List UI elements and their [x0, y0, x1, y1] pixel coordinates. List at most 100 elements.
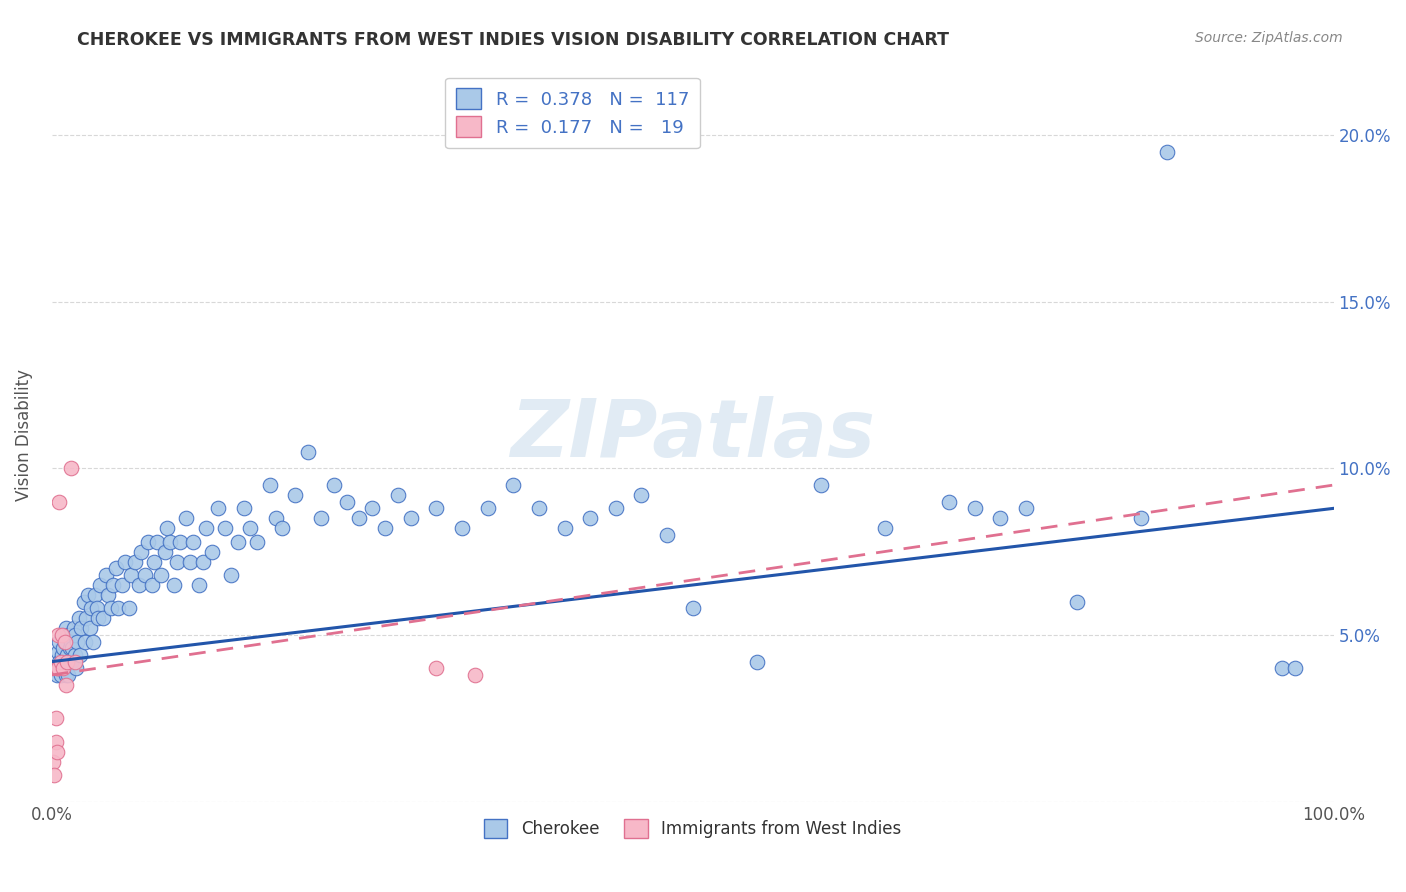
Point [271, 521, 294, 535]
Point [45, 668, 67, 682]
Point [84, 588, 107, 602]
Point [63, 628, 86, 642]
Point [143, 555, 166, 569]
Point [42, 755, 65, 769]
Point [59, 655, 82, 669]
Point [181, 534, 204, 549]
Point [264, 511, 287, 525]
Point [67, 611, 90, 625]
Text: Source: ZipAtlas.com: Source: ZipAtlas.com [1195, 31, 1343, 45]
Point [579, 511, 602, 525]
Point [45, 734, 67, 748]
Point [128, 578, 150, 592]
Point [146, 534, 169, 549]
Point [387, 488, 409, 502]
Point [136, 534, 159, 549]
Point [87, 611, 110, 625]
Point [605, 501, 627, 516]
Point [46, 645, 69, 659]
Point [502, 478, 524, 492]
Point [425, 661, 447, 675]
Point [94, 568, 117, 582]
Point [166, 555, 188, 569]
Point [59, 641, 82, 656]
Point [188, 578, 211, 592]
Point [309, 511, 332, 525]
Point [159, 534, 181, 549]
Point [149, 568, 172, 582]
Point [75, 634, 97, 648]
Point [100, 601, 122, 615]
Point [70, 621, 93, 635]
Point [55, 678, 77, 692]
Point [45, 661, 67, 675]
Point [179, 555, 201, 569]
Point [89, 578, 111, 592]
Point [191, 555, 214, 569]
Point [63, 655, 86, 669]
Point [963, 501, 986, 516]
Point [682, 601, 704, 615]
Point [207, 501, 229, 516]
Point [58, 628, 80, 642]
Point [451, 521, 474, 535]
Point [162, 578, 184, 592]
Point [46, 661, 69, 675]
Point [44, 768, 66, 782]
Point [527, 501, 550, 516]
Point [52, 641, 75, 656]
Point [49, 668, 72, 682]
Point [79, 621, 101, 635]
Point [374, 521, 396, 535]
Point [477, 501, 499, 516]
Point [59, 634, 82, 648]
Point [46, 628, 69, 642]
Point [69, 648, 91, 662]
Point [82, 634, 104, 648]
Point [48, 655, 70, 669]
Point [284, 488, 307, 502]
Point [53, 634, 76, 648]
Point [66, 634, 89, 648]
Point [63, 648, 86, 662]
Point [246, 534, 269, 549]
Point [1066, 594, 1088, 608]
Point [349, 511, 371, 525]
Point [239, 521, 262, 535]
Point [103, 578, 125, 592]
Point [73, 594, 96, 608]
Point [53, 634, 76, 648]
Point [62, 621, 84, 635]
Point [226, 534, 249, 549]
Point [75, 611, 97, 625]
Point [97, 588, 120, 602]
Point [48, 494, 70, 508]
Point [361, 501, 384, 516]
Point [745, 655, 768, 669]
Point [51, 628, 73, 642]
Point [111, 578, 134, 592]
Point [1130, 511, 1153, 525]
Point [988, 511, 1011, 525]
Point [201, 544, 224, 558]
Point [120, 568, 142, 582]
Point [52, 661, 75, 675]
Text: ZIPatlas: ZIPatlas [510, 396, 875, 474]
Legend: Cherokee, Immigrants from West Indies: Cherokee, Immigrants from West Indies [478, 812, 908, 845]
Point [176, 511, 198, 525]
Point [45, 661, 67, 675]
Point [56, 655, 79, 669]
Point [131, 544, 153, 558]
Point [297, 444, 319, 458]
Point [51, 648, 73, 662]
Point [141, 578, 163, 592]
Point [810, 478, 832, 492]
Point [425, 501, 447, 516]
Point [107, 601, 129, 615]
Point [1015, 501, 1038, 516]
Point [153, 544, 176, 558]
Point [553, 521, 575, 535]
Point [52, 661, 75, 675]
Point [118, 601, 141, 615]
Point [45, 745, 67, 759]
